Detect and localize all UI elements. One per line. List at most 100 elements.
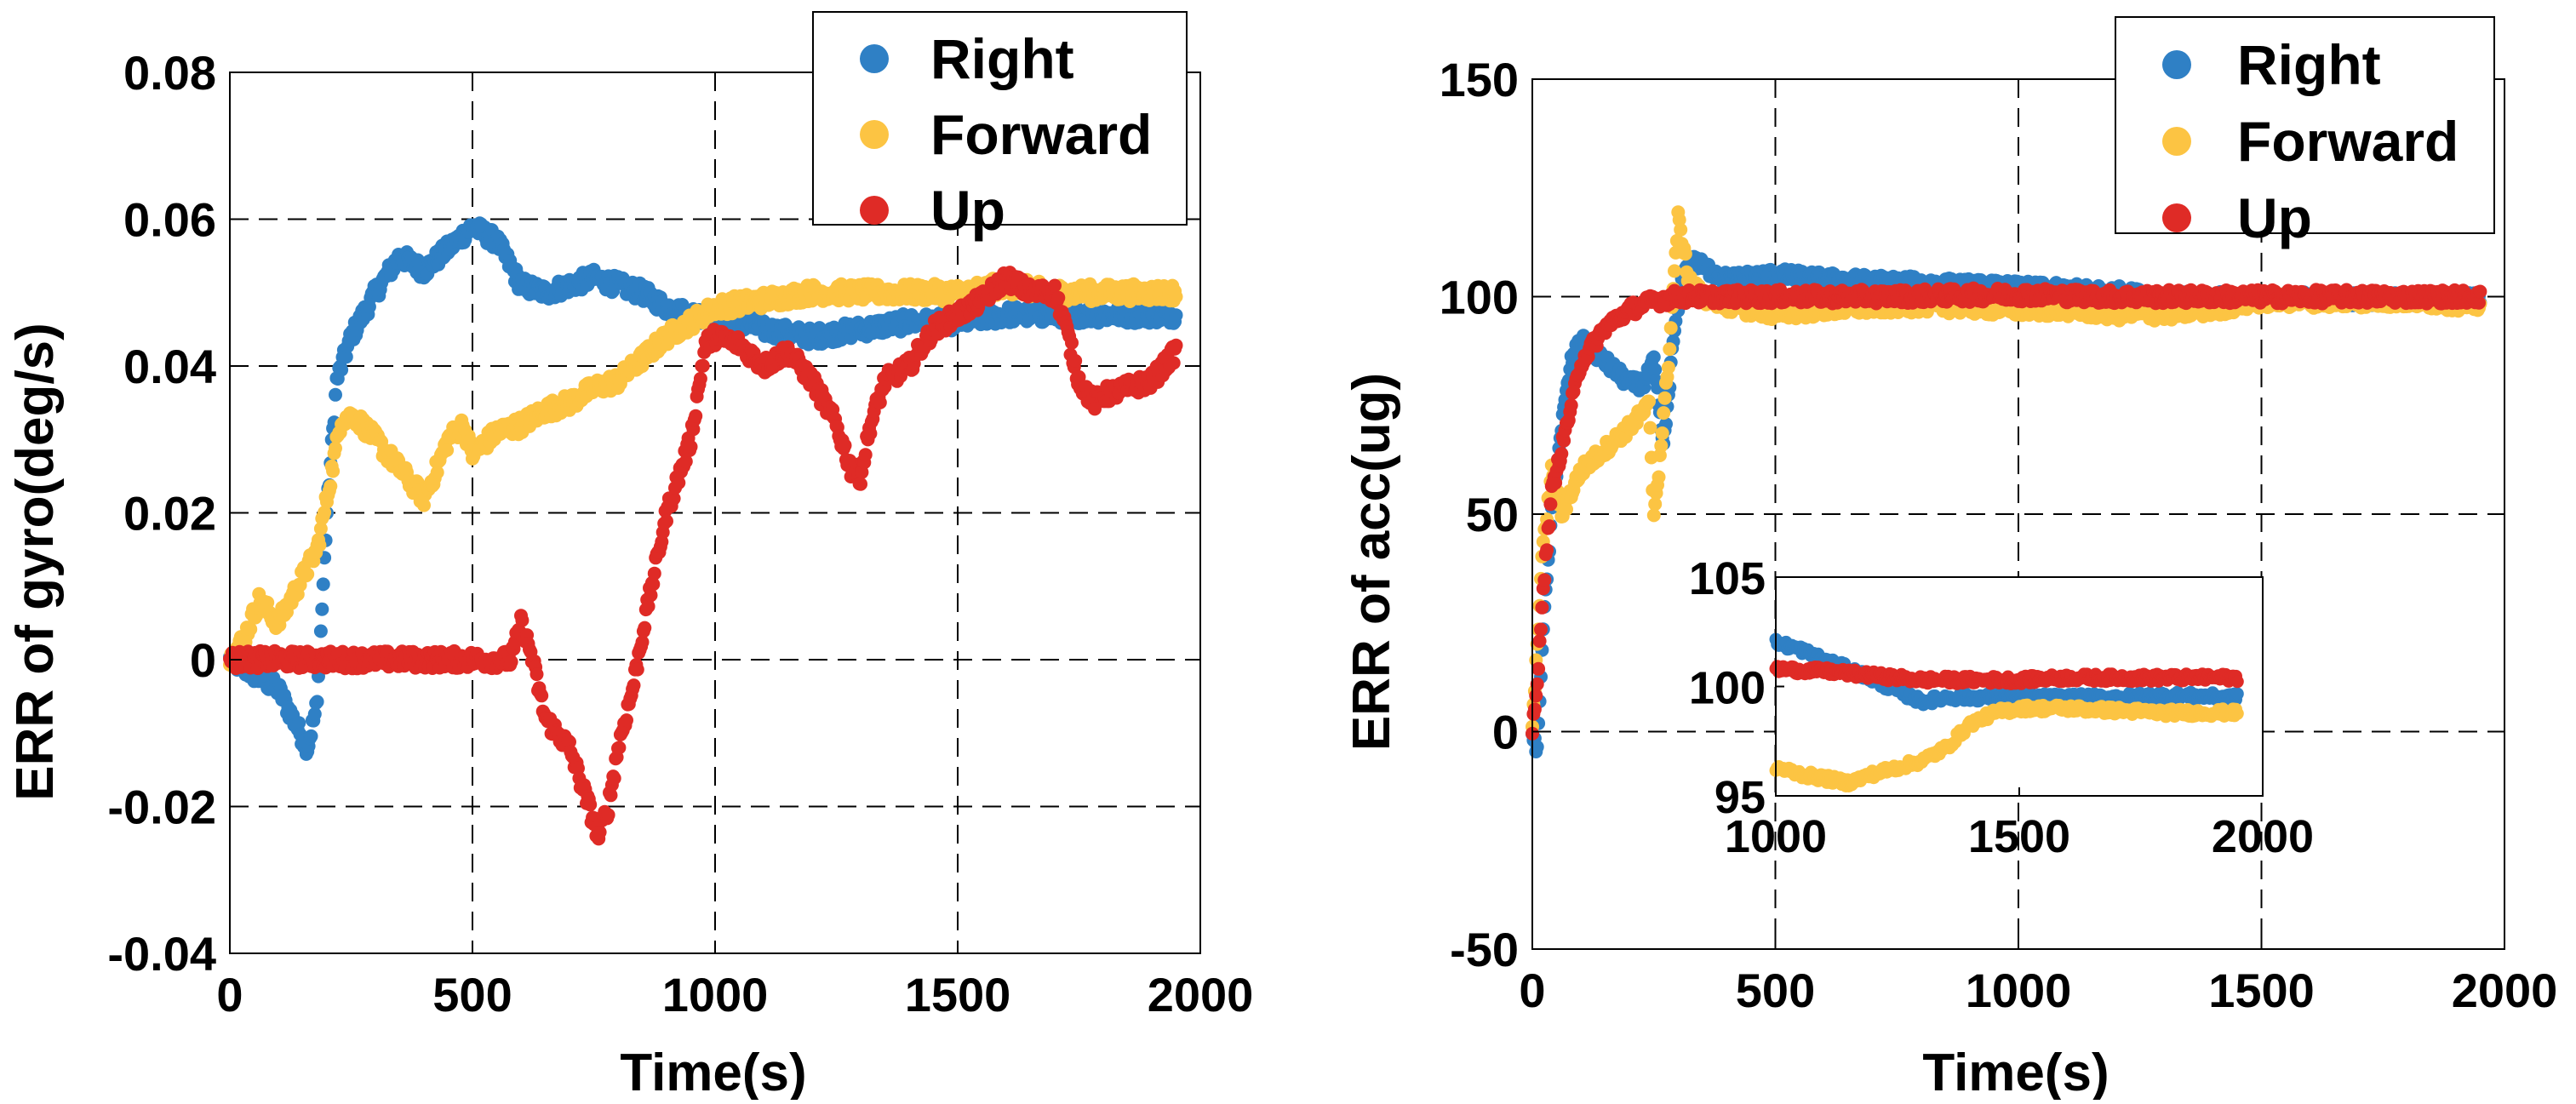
acc-point-forward — [1642, 395, 1656, 409]
gyro-point-right — [305, 729, 318, 743]
gyro-point-up — [839, 438, 852, 452]
acc-point-forward — [1652, 471, 1666, 484]
gyro-point-up — [627, 678, 641, 692]
gyro-legend: Right Forward Up — [813, 12, 1187, 242]
acc-point-forward — [1658, 392, 1672, 405]
gyro-point-right — [335, 363, 348, 377]
gyro-point-up — [608, 771, 621, 785]
acc-point-forward — [1644, 421, 1657, 435]
gyro-point-up — [1068, 354, 1082, 368]
gyro-point-up — [859, 448, 873, 461]
gyro-x-tick-label: 1000 — [662, 968, 769, 1021]
gyro-point-forward — [312, 539, 326, 552]
gyro-legend-marker-right — [860, 44, 889, 73]
gyro-point-up — [602, 808, 615, 821]
gyro-x-tick-label: 2000 — [1148, 968, 1254, 1021]
gyro-point-up — [612, 741, 626, 754]
acc-point-up — [1529, 689, 1543, 702]
acc-point-up — [1535, 601, 1548, 615]
acc-y-axis-label: ERR of acc(ug) — [1342, 373, 1401, 751]
acc-y-tick-label: 150 — [1440, 53, 1519, 106]
acc-point-forward — [1654, 439, 1668, 453]
gyro-x-axis-label: Time(s) — [620, 1044, 806, 1100]
gyro-point-up — [593, 826, 607, 839]
acc-point-forward — [1656, 426, 1669, 440]
gyro-legend-marker-forward — [860, 120, 889, 149]
gyro-point-up — [684, 440, 698, 454]
acc-point-up — [1548, 476, 1562, 489]
gyro-y-tick-label: 0 — [190, 633, 216, 687]
acc-point-right — [1647, 351, 1661, 364]
acc-point-forward — [1662, 361, 1675, 375]
gyro-point-right — [292, 716, 306, 729]
acc-point-up — [1533, 634, 1547, 648]
gyro-point-forward — [323, 479, 337, 493]
gyro-point-right — [311, 695, 324, 708]
acc-y-tick-label: 50 — [1466, 488, 1519, 541]
gyro-x-tick-label: 1500 — [905, 968, 1011, 1021]
gyro-point-up — [660, 514, 673, 528]
gyro-y-tick-label: 0.04 — [123, 340, 216, 393]
gyro-point-forward — [440, 443, 454, 457]
acc-y-tick-label: 0 — [1492, 706, 1519, 759]
acc-point-up — [1534, 623, 1548, 637]
gyro-point-right — [317, 577, 330, 591]
gyro-point-up — [648, 567, 661, 581]
gyro-point-up — [638, 621, 651, 635]
gyro-legend-label-forward: Forward — [930, 103, 1152, 166]
gyro-point-forward — [326, 465, 340, 478]
gyro-y-tick-label: 0.02 — [123, 487, 216, 541]
gyro-y-axis-label: ERR of gyro(deg/s) — [6, 323, 65, 800]
gyro-point-up — [505, 655, 518, 669]
acc-point-up — [1543, 519, 1556, 533]
gyro-x-tick-label: 0 — [216, 968, 243, 1021]
gyro-point-up — [535, 689, 548, 702]
gyro-point-forward — [243, 622, 257, 636]
acc-point-forward — [1668, 264, 1681, 277]
gyro-legend-marker-up — [860, 196, 889, 225]
acc-point-forward — [1674, 223, 1687, 237]
acc-point-forward — [1679, 247, 1692, 260]
acc-x-tick-label: 0 — [1519, 964, 1545, 1017]
gyro-point-up — [583, 798, 597, 811]
gyro-y-tick-label: 0.06 — [123, 193, 216, 247]
gyro-legend-label-right: Right — [930, 27, 1074, 90]
gyro-point-up — [631, 663, 644, 677]
gyro-x-tick-label: 500 — [432, 968, 512, 1021]
acc-point-up — [1543, 497, 1557, 511]
acc-y-tick-label: -50 — [1450, 923, 1519, 976]
gyro-point-up — [1051, 291, 1065, 305]
gyro-point-up — [1048, 279, 1062, 293]
gyro-point-up — [620, 713, 633, 727]
acc-point-forward — [1664, 321, 1678, 335]
acc-point-forward — [1663, 342, 1676, 356]
gyro-point-up — [515, 614, 529, 627]
gyro-point-up — [530, 667, 544, 681]
gyro-point-up — [873, 396, 887, 409]
gyro-y-tick-label: -0.02 — [107, 781, 216, 834]
acc-x-tick-label: 2000 — [2452, 964, 2558, 1017]
acc-x-tick-label: 1500 — [2208, 964, 2315, 1017]
acc-y-tick-label: 100 — [1440, 271, 1519, 324]
gyro-point-forward — [1170, 290, 1183, 304]
acc-point-up — [1531, 662, 1545, 676]
gyro-point-up — [854, 478, 867, 491]
gyro-point-up — [696, 359, 710, 373]
gyro-point-up — [863, 426, 877, 440]
gyro-point-right — [1170, 308, 1183, 322]
acc-point-up — [1528, 702, 1542, 716]
acc-point-up — [1540, 543, 1554, 557]
acc-x-axis-label: Time(s) — [1922, 1044, 2109, 1100]
gyro-y-tick-label: -0.04 — [107, 927, 216, 981]
gyro-point-forward — [301, 568, 314, 581]
acc-point-up — [2473, 285, 2487, 299]
gyro-point-right — [315, 603, 329, 616]
gyro-point-right — [329, 388, 342, 402]
acc-point-up — [1554, 447, 1568, 460]
acc-point-up — [1537, 573, 1551, 586]
acc-x-tick-label: 500 — [1736, 964, 1815, 1017]
